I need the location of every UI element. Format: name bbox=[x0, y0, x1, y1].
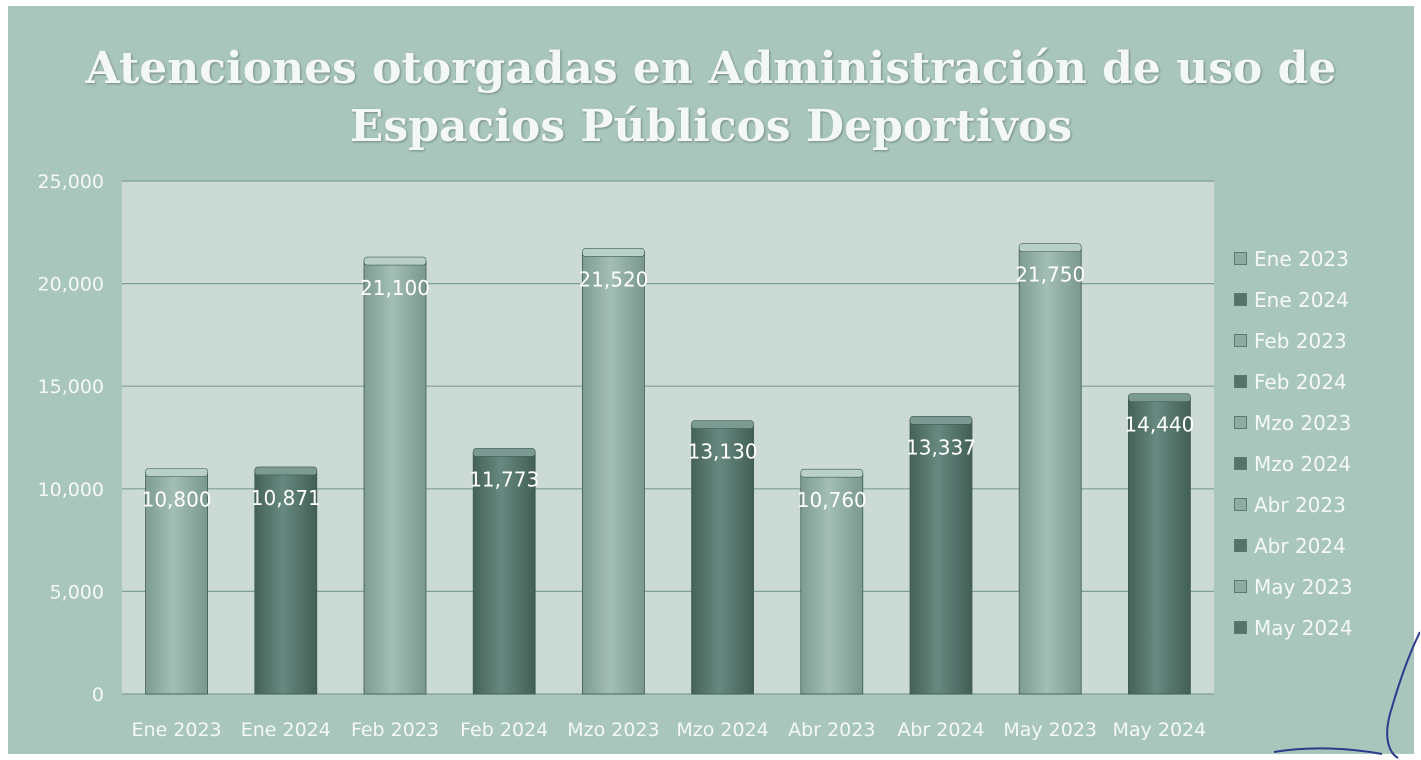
bar-cap bbox=[800, 468, 864, 478]
bar bbox=[472, 452, 536, 695]
x-tick-label: Feb 2024 bbox=[460, 719, 548, 741]
legend-swatch bbox=[1234, 252, 1247, 265]
legend-label: May 2024 bbox=[1254, 615, 1353, 640]
legend-item: Abr 2023 bbox=[1234, 484, 1404, 525]
legend-swatch bbox=[1234, 416, 1247, 429]
x-tick-label: Mzo 2024 bbox=[676, 719, 768, 741]
legend-item: Ene 2024 bbox=[1234, 279, 1404, 320]
bar-cap bbox=[145, 468, 208, 477]
bar-cap bbox=[472, 448, 536, 457]
x-tick-label: Abr 2024 bbox=[897, 719, 984, 741]
y-tick-label: 15,000 bbox=[38, 376, 104, 398]
data-label: 21,520 bbox=[578, 267, 648, 291]
chart-title: Atenciones otorgadas en Administración d… bbox=[85, 43, 1337, 152]
data-label: 21,100 bbox=[360, 276, 430, 300]
bar-cap bbox=[254, 466, 318, 476]
data-labels: 10,800 10,871 21,100 11,773 21,520 13,130 10,7… bbox=[142, 263, 1195, 513]
y-tick-label: 0 bbox=[92, 684, 104, 706]
bar bbox=[909, 419, 973, 695]
chart-frame: Atenciones otorgadas en Administración d… bbox=[8, 6, 1420, 759]
legend-item: Ene 2023 bbox=[1234, 238, 1404, 279]
bar bbox=[691, 424, 754, 695]
y-axis-ticks: 0 5,000 10,000 15,000 20,000 25,000 bbox=[38, 171, 104, 706]
legend-swatch bbox=[1234, 457, 1247, 470]
y-tick-label: 5,000 bbox=[50, 581, 104, 603]
x-tick-label: Ene 2023 bbox=[132, 719, 222, 741]
data-label: 10,760 bbox=[797, 488, 867, 512]
legend-label: Feb 2024 bbox=[1254, 369, 1347, 394]
legend-swatch bbox=[1234, 621, 1247, 634]
legend-item: Mzo 2024 bbox=[1234, 443, 1404, 484]
data-label: 21,750 bbox=[1015, 263, 1085, 287]
bar bbox=[1018, 247, 1082, 695]
x-tick-label: Ene 2024 bbox=[241, 719, 331, 741]
legend: Ene 2023 Ene 2024 Feb 2023 Feb 2024 Mzo 2023… bbox=[1234, 238, 1404, 648]
y-tick-label: 10,000 bbox=[38, 479, 104, 501]
x-tick-label: Feb 2023 bbox=[351, 719, 439, 741]
bar bbox=[800, 472, 864, 695]
legend-item: Feb 2023 bbox=[1234, 320, 1404, 361]
legend-swatch bbox=[1234, 293, 1247, 306]
bars bbox=[145, 243, 1191, 695]
legend-label: Mzo 2024 bbox=[1254, 451, 1352, 476]
bar-cap bbox=[363, 256, 427, 266]
data-label: 14,440 bbox=[1124, 413, 1194, 437]
y-tick-label: 20,000 bbox=[38, 274, 104, 296]
legend-swatch bbox=[1234, 375, 1247, 388]
legend-item: May 2024 bbox=[1234, 607, 1404, 648]
legend-swatch bbox=[1234, 498, 1247, 511]
x-tick-label: Mzo 2023 bbox=[567, 719, 659, 741]
legend-swatch bbox=[1234, 539, 1247, 552]
legend-item: Abr 2024 bbox=[1234, 525, 1404, 566]
data-label: 10,800 bbox=[142, 487, 212, 511]
legend-item: Mzo 2023 bbox=[1234, 402, 1404, 443]
legend-label: Ene 2024 bbox=[1254, 287, 1349, 312]
data-label: 13,130 bbox=[688, 440, 758, 464]
legend-label: Abr 2024 bbox=[1254, 533, 1346, 558]
legend-item: Feb 2024 bbox=[1234, 361, 1404, 402]
bar-cap bbox=[582, 248, 645, 257]
legend-label: Feb 2023 bbox=[1254, 328, 1347, 353]
bar-cap bbox=[909, 416, 973, 425]
data-label: 10,871 bbox=[251, 486, 321, 510]
legend-swatch bbox=[1234, 580, 1247, 593]
legend-item: May 2023 bbox=[1234, 566, 1404, 607]
legend-label: Ene 2023 bbox=[1254, 246, 1349, 271]
x-tick-label: Abr 2023 bbox=[788, 719, 875, 741]
bar bbox=[582, 252, 645, 695]
x-tick-label: May 2023 bbox=[1003, 719, 1097, 741]
legend-label: Mzo 2023 bbox=[1254, 410, 1352, 435]
bar-cap bbox=[691, 420, 754, 429]
legend-swatch bbox=[1234, 334, 1247, 347]
legend-label: May 2023 bbox=[1254, 574, 1353, 599]
y-tick-label: 25,000 bbox=[38, 171, 104, 193]
handwritten-signature bbox=[1273, 631, 1420, 759]
x-tick-label: May 2024 bbox=[1113, 719, 1207, 741]
bar bbox=[145, 471, 209, 695]
bar bbox=[1128, 397, 1191, 695]
legend-label: Abr 2023 bbox=[1254, 492, 1346, 517]
bar bbox=[363, 260, 427, 695]
bar-cap bbox=[1128, 393, 1191, 402]
data-label: 13,337 bbox=[906, 435, 976, 459]
x-axis-ticks: Ene 2023 Ene 2024 Feb 2023 Feb 2024 Mzo 2023… bbox=[132, 719, 1207, 741]
data-label: 11,773 bbox=[469, 467, 539, 491]
bar-cap bbox=[1018, 243, 1082, 252]
